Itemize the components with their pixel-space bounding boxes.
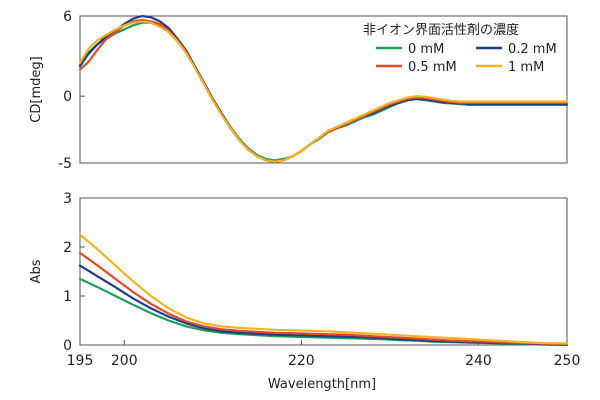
x-tick-label: 250 [554, 353, 581, 369]
y-tick-label: 6 [63, 9, 72, 25]
series-line-0-5-mm [78, 18, 569, 163]
y-axis-label: Abs [29, 259, 44, 283]
y-tick-label: 0 [63, 338, 72, 354]
x-axis-label: Wavelength[nm] [268, 377, 376, 392]
plot-frame [79, 15, 568, 164]
series-line-0-5-mm [78, 251, 569, 346]
y-tick-label: 0 [63, 89, 72, 105]
y-axis-label: CD[mdeg] [29, 56, 44, 122]
x-tick-label: 240 [465, 353, 492, 369]
x-tick-label: 200 [111, 353, 138, 369]
x-tick-label: 220 [288, 353, 315, 369]
series-line-1-mm [78, 20, 569, 163]
x-tick-label: 195 [67, 353, 94, 369]
cd-panel: 6 0 -5 CD[mdeg] 非イオン界面活性剤の濃度 0 mM 0.2 mM 0.5 mM… [29, 9, 569, 172]
abs-panel: 0 1 2 3 Abs 195 200 220 240 250 [29, 191, 580, 369]
legend: 非イオン界面活性剤の濃度 0 mM 0.2 mM 0.5 mM 1 mM [363, 22, 557, 75]
plot-frame [79, 197, 568, 346]
y-tick-label: 1 [63, 289, 72, 305]
y-tick-label: 2 [63, 240, 72, 256]
series-line-1-mm [78, 233, 569, 345]
series-line-0-mm [78, 21, 569, 162]
legend-entry: 1 mM [508, 60, 544, 75]
y-tick-label: 3 [63, 191, 72, 207]
y-tick-label: -5 [58, 156, 72, 172]
legend-entry: 0.2 mM [508, 42, 557, 57]
legend-entry: 0 mM [408, 42, 444, 57]
legend-title: 非イオン界面活性剤の濃度 [363, 22, 519, 38]
legend-entry: 0.5 mM [408, 60, 457, 75]
